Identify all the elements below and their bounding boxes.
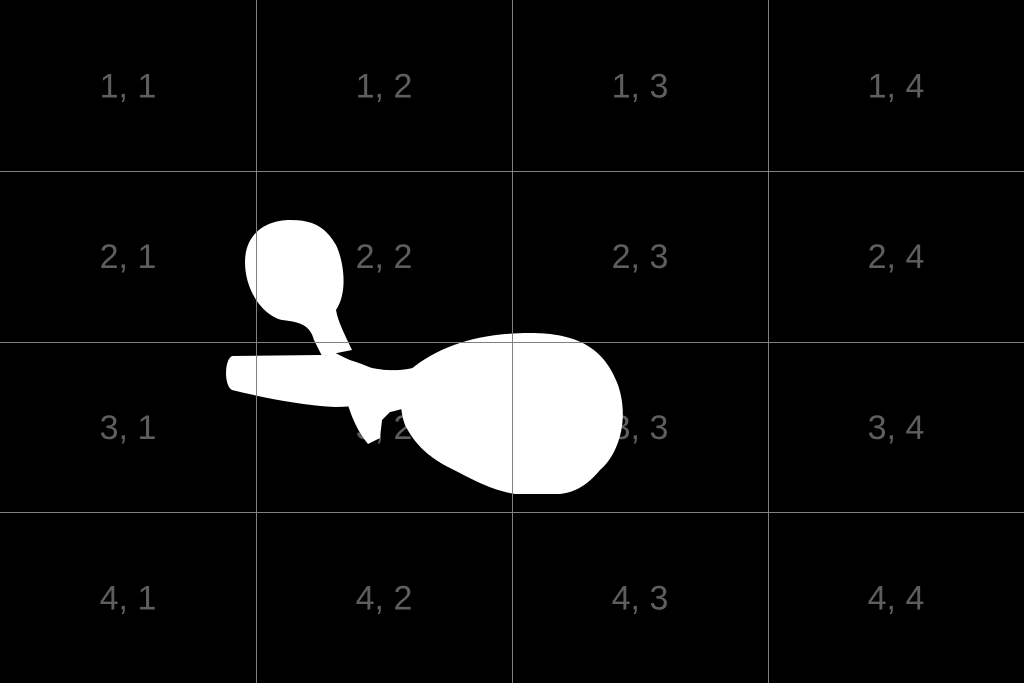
mask-small-blob	[245, 220, 352, 356]
cell-label-4-1: 4, 1	[100, 580, 157, 618]
cell-label-3-1: 3, 1	[100, 409, 157, 447]
cell-label-1-2: 1, 2	[356, 67, 413, 105]
mask-large-blob	[400, 333, 623, 494]
cell-label-1-4: 1, 4	[868, 67, 925, 105]
cell-label-3-4: 3, 4	[868, 409, 925, 447]
white-mask-shape	[226, 220, 623, 494]
cell-label-2-4: 2, 4	[868, 238, 925, 276]
cell-label-4-2: 4, 2	[356, 580, 413, 618]
cell-label-1-3: 1, 3	[612, 67, 669, 105]
cell-labels: 1, 1 1, 2 1, 3 1, 42, 1 2, 2 2, 3 2, 43, 1 3, 2…	[100, 67, 925, 617]
cell-label-1-1: 1, 1	[100, 67, 157, 105]
cell-label-4-4: 4, 4	[868, 580, 925, 618]
cell-label-4-3: 4, 3	[612, 580, 669, 618]
cell-label-2-3: 2, 3	[612, 238, 669, 276]
cell-label-2-2: 2, 2	[356, 238, 413, 276]
cell-label-2-1: 2, 1	[100, 238, 157, 276]
mask-stick	[226, 355, 385, 407]
